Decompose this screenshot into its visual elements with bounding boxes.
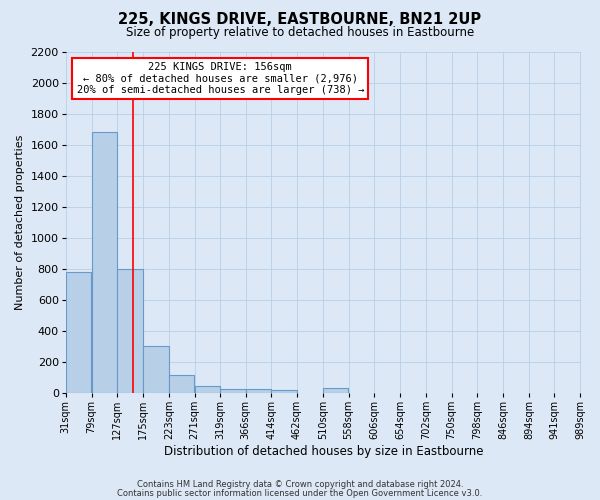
Bar	[220, 388, 246, 392]
Y-axis label: Number of detached properties: Number of detached properties	[15, 134, 25, 310]
Text: 225 KINGS DRIVE: 156sqm
← 80% of detached houses are smaller (2,976)
20% of semi: 225 KINGS DRIVE: 156sqm ← 80% of detache…	[77, 62, 364, 95]
X-axis label: Distribution of detached houses by size in Eastbourne: Distribution of detached houses by size …	[164, 444, 483, 458]
Bar	[143, 346, 169, 393]
Text: 225, KINGS DRIVE, EASTBOURNE, BN21 2UP: 225, KINGS DRIVE, EASTBOURNE, BN21 2UP	[118, 12, 482, 28]
Text: Size of property relative to detached houses in Eastbourne: Size of property relative to detached ho…	[126, 26, 474, 39]
Bar	[92, 132, 117, 392]
Bar	[169, 375, 194, 392]
Bar	[323, 388, 349, 392]
Bar	[194, 386, 220, 392]
Text: Contains HM Land Registry data © Crown copyright and database right 2024.: Contains HM Land Registry data © Crown c…	[137, 480, 463, 489]
Bar	[245, 388, 271, 392]
Bar	[118, 268, 143, 392]
Bar	[271, 390, 297, 392]
Text: Contains public sector information licensed under the Open Government Licence v3: Contains public sector information licen…	[118, 488, 482, 498]
Bar	[66, 272, 91, 392]
